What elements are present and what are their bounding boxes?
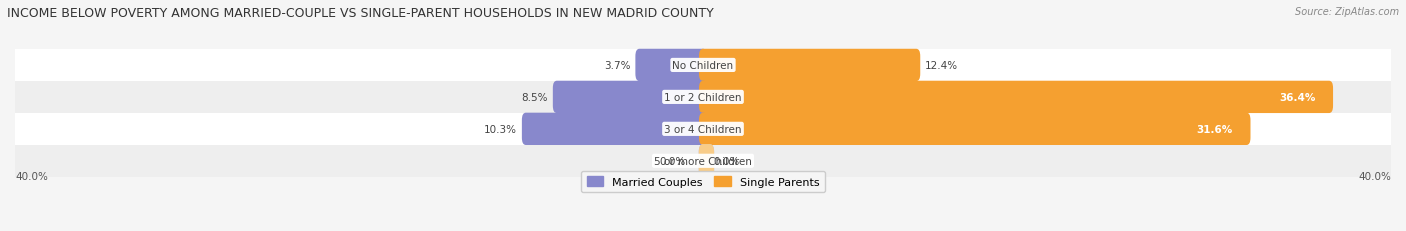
FancyBboxPatch shape [15, 82, 1391, 113]
FancyBboxPatch shape [553, 81, 707, 114]
Text: 31.6%: 31.6% [1197, 124, 1233, 134]
Text: 12.4%: 12.4% [925, 61, 957, 71]
Text: 10.3%: 10.3% [484, 124, 517, 134]
Text: 5 or more Children: 5 or more Children [654, 156, 752, 166]
FancyBboxPatch shape [699, 81, 1333, 114]
Text: No Children: No Children [672, 61, 734, 71]
Text: INCOME BELOW POVERTY AMONG MARRIED-COUPLE VS SINGLE-PARENT HOUSEHOLDS IN NEW MAD: INCOME BELOW POVERTY AMONG MARRIED-COUPL… [7, 7, 714, 20]
FancyBboxPatch shape [699, 49, 921, 82]
Text: Source: ZipAtlas.com: Source: ZipAtlas.com [1295, 7, 1399, 17]
FancyBboxPatch shape [15, 50, 1391, 82]
Text: 0.0%: 0.0% [659, 156, 686, 166]
Text: 3 or 4 Children: 3 or 4 Children [664, 124, 742, 134]
Legend: Married Couples, Single Parents: Married Couples, Single Parents [581, 171, 825, 193]
Text: 3.7%: 3.7% [605, 61, 631, 71]
Text: 8.5%: 8.5% [522, 92, 548, 102]
Text: 1 or 2 Children: 1 or 2 Children [664, 92, 742, 102]
Text: 36.4%: 36.4% [1279, 92, 1316, 102]
FancyBboxPatch shape [699, 144, 714, 178]
FancyBboxPatch shape [699, 144, 714, 178]
FancyBboxPatch shape [699, 113, 1250, 145]
FancyBboxPatch shape [522, 113, 707, 145]
FancyBboxPatch shape [636, 49, 707, 82]
Text: 40.0%: 40.0% [1358, 171, 1391, 181]
Text: 40.0%: 40.0% [15, 171, 48, 181]
Text: 0.0%: 0.0% [713, 156, 740, 166]
FancyBboxPatch shape [15, 145, 1391, 177]
FancyBboxPatch shape [15, 113, 1391, 145]
